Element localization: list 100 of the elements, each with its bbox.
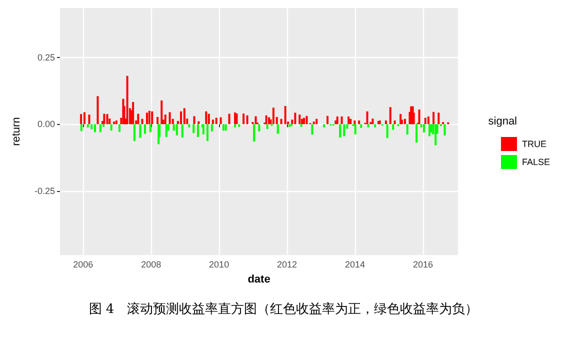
- bar: [115, 120, 118, 124]
- bar: [156, 116, 159, 124]
- bar: [144, 124, 146, 134]
- bar: [220, 117, 222, 124]
- legend-label: FALSE: [522, 157, 550, 167]
- bar: [326, 116, 328, 124]
- bar: [141, 118, 144, 124]
- bar: [374, 124, 376, 128]
- bar: [334, 120, 337, 124]
- bar: [88, 114, 90, 124]
- bar: [434, 124, 437, 146]
- bar: [83, 112, 86, 124]
- bar: [234, 124, 236, 128]
- bar: [192, 124, 195, 134]
- bar: [86, 124, 89, 128]
- bar: [113, 122, 116, 124]
- bar: [358, 120, 360, 124]
- bar: [343, 124, 346, 136]
- bar: [423, 124, 426, 132]
- bar: [272, 108, 274, 124]
- bar: [80, 114, 82, 124]
- bar: [137, 114, 140, 124]
- x-tick-label: 2010: [209, 260, 230, 270]
- bar: [118, 124, 120, 132]
- bar: [404, 118, 406, 124]
- bar: [165, 124, 168, 138]
- bar: [222, 124, 224, 131]
- bar: [265, 115, 268, 124]
- bar: [348, 116, 350, 124]
- bar: [258, 124, 260, 132]
- bar: [253, 124, 256, 142]
- bar: [311, 124, 314, 135]
- bar: [212, 120, 214, 124]
- bar: [215, 118, 218, 124]
- bar: [366, 111, 368, 124]
- bar: [96, 96, 99, 124]
- bar: [384, 120, 387, 124]
- bar: [94, 124, 96, 132]
- bar: [210, 124, 213, 132]
- bar: [280, 118, 282, 124]
- bar: [427, 116, 430, 124]
- bar: [160, 100, 163, 124]
- bar: [139, 124, 142, 138]
- bar: [196, 124, 199, 138]
- bar: [110, 124, 112, 131]
- bar: [90, 124, 93, 130]
- x-tick-label: 2014: [345, 260, 366, 270]
- bar: [392, 124, 394, 130]
- bar: [132, 102, 134, 124]
- bar: [294, 112, 296, 124]
- bar: [151, 111, 154, 124]
- bar: [306, 116, 308, 124]
- bar: [180, 111, 182, 124]
- y-tick-label: -0.25: [34, 186, 55, 196]
- bar: [360, 124, 362, 128]
- bar: [416, 124, 418, 143]
- x-tick-label: 2012: [277, 260, 298, 270]
- legend-title: signal: [488, 116, 518, 128]
- bar: [386, 124, 388, 138]
- legend-label: TRUE: [522, 139, 546, 149]
- bar: [224, 124, 227, 131]
- bar: [202, 124, 204, 134]
- bar: [350, 118, 352, 124]
- bar: [354, 120, 356, 124]
- bar: [394, 120, 396, 124]
- bar: [300, 118, 303, 124]
- bar: [206, 124, 209, 142]
- bar: [183, 108, 186, 124]
- bar: [438, 112, 440, 124]
- bar: [164, 114, 166, 124]
- bar: [99, 124, 102, 132]
- bar: [340, 116, 343, 124]
- bar: [430, 124, 432, 132]
- bar: [298, 114, 301, 124]
- x-axis-title: date: [248, 274, 270, 286]
- bar: [80, 124, 82, 132]
- bar: [284, 106, 286, 124]
- x-tick-label: 2006: [73, 260, 94, 270]
- bar: [148, 110, 150, 124]
- bar: [266, 124, 268, 130]
- bar: [372, 118, 374, 124]
- bar: [205, 111, 208, 124]
- bar: [339, 124, 342, 138]
- bar: [323, 124, 326, 128]
- bar: [103, 114, 106, 124]
- y-tick-label: 0.25: [37, 52, 55, 62]
- x-tick-label: 2008: [141, 260, 162, 270]
- bar: [242, 114, 245, 124]
- bar: [238, 124, 240, 127]
- caption: 图 4 滚动预测收益率直方图（红色收益率为正，绿色收益率为负）: [88, 301, 480, 318]
- bar: [300, 124, 302, 127]
- bar: [168, 112, 171, 124]
- bar: [336, 116, 338, 124]
- bar: [424, 118, 426, 124]
- x-tick-label: 2016: [412, 260, 434, 270]
- bar: [149, 124, 152, 132]
- bar: [181, 124, 184, 138]
- bar: [432, 112, 435, 124]
- bar: [146, 112, 148, 124]
- bar: [208, 114, 210, 124]
